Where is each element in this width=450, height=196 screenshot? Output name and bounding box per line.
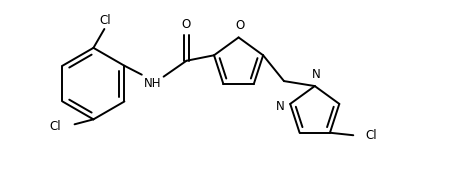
- Text: O: O: [182, 18, 191, 32]
- Text: N: N: [275, 100, 284, 113]
- Text: NH: NH: [144, 77, 161, 90]
- Text: Cl: Cl: [99, 14, 111, 26]
- Text: N: N: [311, 68, 320, 81]
- Text: Cl: Cl: [366, 129, 377, 142]
- Text: Cl: Cl: [49, 120, 61, 133]
- Text: O: O: [235, 19, 244, 33]
